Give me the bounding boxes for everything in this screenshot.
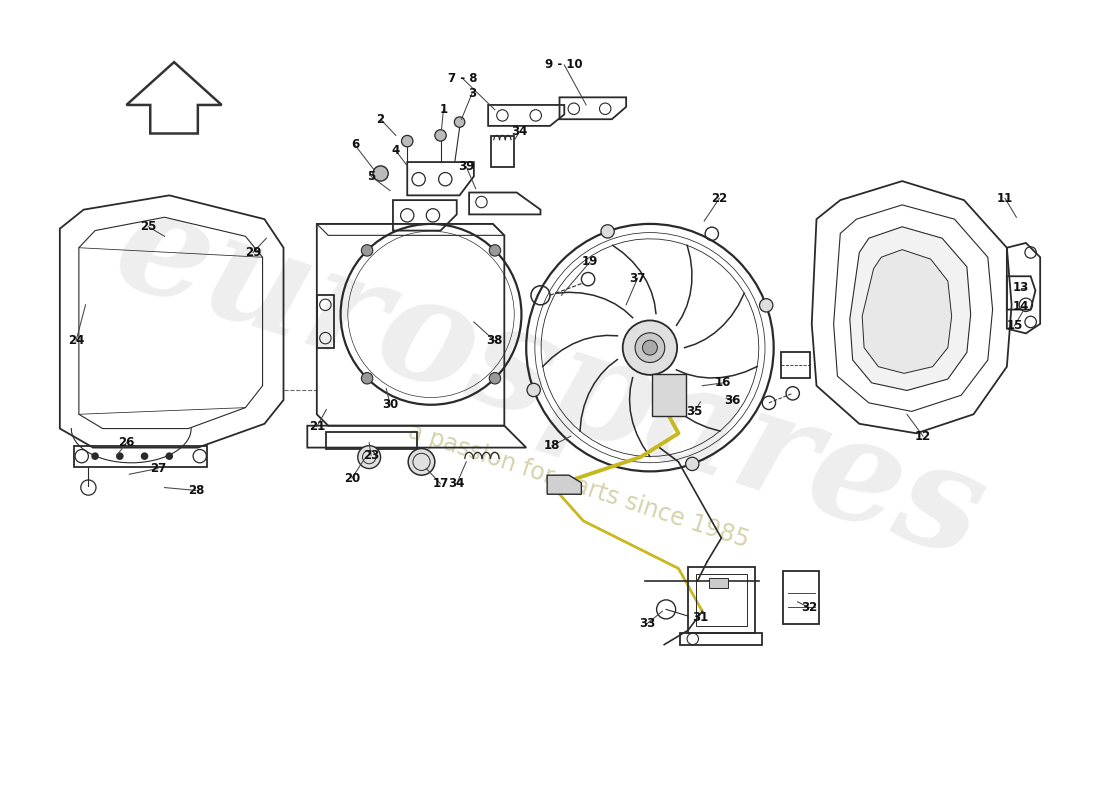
Polygon shape xyxy=(850,226,970,390)
Text: 3: 3 xyxy=(468,87,476,100)
Text: 13: 13 xyxy=(1013,281,1030,294)
Text: 25: 25 xyxy=(140,220,156,234)
Circle shape xyxy=(434,130,447,141)
Bar xyxy=(688,566,755,633)
Circle shape xyxy=(527,383,540,397)
Circle shape xyxy=(362,245,373,256)
Text: 18: 18 xyxy=(543,439,560,452)
Text: 34: 34 xyxy=(449,478,465,490)
Circle shape xyxy=(362,373,373,384)
Bar xyxy=(708,578,728,587)
Text: 16: 16 xyxy=(715,376,732,390)
Text: 14: 14 xyxy=(1013,300,1030,314)
Text: 4: 4 xyxy=(392,144,400,157)
Bar xyxy=(74,446,208,466)
Text: 23: 23 xyxy=(363,449,379,462)
Text: 1: 1 xyxy=(439,103,448,116)
Text: 39: 39 xyxy=(458,160,474,174)
Text: 32: 32 xyxy=(801,601,817,614)
Polygon shape xyxy=(862,250,951,374)
Text: eurospares: eurospares xyxy=(99,174,1001,588)
Circle shape xyxy=(685,458,698,470)
Text: 9 - 10: 9 - 10 xyxy=(546,58,583,71)
Bar xyxy=(491,136,514,167)
Bar xyxy=(681,633,762,645)
Text: 29: 29 xyxy=(245,246,261,259)
Text: 37: 37 xyxy=(629,272,646,285)
Text: 35: 35 xyxy=(686,405,703,418)
Text: 33: 33 xyxy=(639,617,656,630)
Circle shape xyxy=(116,452,123,460)
Circle shape xyxy=(642,340,658,355)
Text: 26: 26 xyxy=(119,436,134,450)
Circle shape xyxy=(358,446,381,469)
Circle shape xyxy=(490,245,500,256)
Circle shape xyxy=(623,321,678,375)
Text: 5: 5 xyxy=(367,170,375,183)
Text: 15: 15 xyxy=(1006,319,1023,332)
Text: 21: 21 xyxy=(309,420,324,433)
Text: 36: 36 xyxy=(725,394,741,406)
Bar xyxy=(695,574,747,626)
Circle shape xyxy=(141,452,149,460)
Text: 24: 24 xyxy=(68,334,85,347)
Text: 6: 6 xyxy=(351,138,359,151)
Text: 17: 17 xyxy=(432,478,449,490)
Text: 19: 19 xyxy=(582,255,598,269)
Text: 20: 20 xyxy=(344,471,360,485)
Text: 27: 27 xyxy=(150,462,166,475)
Text: 11: 11 xyxy=(997,192,1013,205)
Circle shape xyxy=(408,449,435,475)
Text: a passion for parts since 1985: a passion for parts since 1985 xyxy=(405,419,752,552)
Circle shape xyxy=(601,225,614,238)
Bar xyxy=(652,374,686,416)
Bar xyxy=(327,432,417,450)
Bar xyxy=(783,571,820,624)
Circle shape xyxy=(759,298,773,312)
Circle shape xyxy=(454,117,465,127)
Circle shape xyxy=(165,452,173,460)
Text: 38: 38 xyxy=(486,334,503,347)
Text: 30: 30 xyxy=(382,398,398,411)
Circle shape xyxy=(490,373,500,384)
Text: 22: 22 xyxy=(712,192,727,205)
Bar xyxy=(317,295,334,348)
Text: 31: 31 xyxy=(692,610,708,623)
Circle shape xyxy=(635,333,664,362)
Circle shape xyxy=(373,166,388,181)
Text: 28: 28 xyxy=(188,484,205,497)
Text: 2: 2 xyxy=(376,113,385,126)
Text: 7 - 8: 7 - 8 xyxy=(448,72,477,85)
Polygon shape xyxy=(547,475,582,494)
Circle shape xyxy=(402,135,412,147)
Circle shape xyxy=(91,452,99,460)
Text: 12: 12 xyxy=(915,430,932,442)
Text: 34: 34 xyxy=(512,125,528,138)
